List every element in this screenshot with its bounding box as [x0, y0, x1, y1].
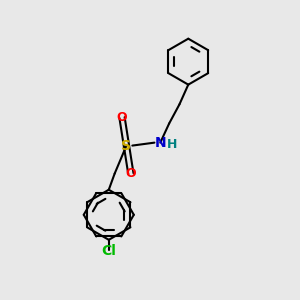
Text: Cl: Cl	[101, 244, 116, 258]
Text: S: S	[122, 139, 131, 153]
Text: N: N	[154, 136, 166, 150]
Text: H: H	[167, 138, 177, 151]
Text: O: O	[117, 111, 127, 124]
Text: O: O	[125, 167, 136, 180]
